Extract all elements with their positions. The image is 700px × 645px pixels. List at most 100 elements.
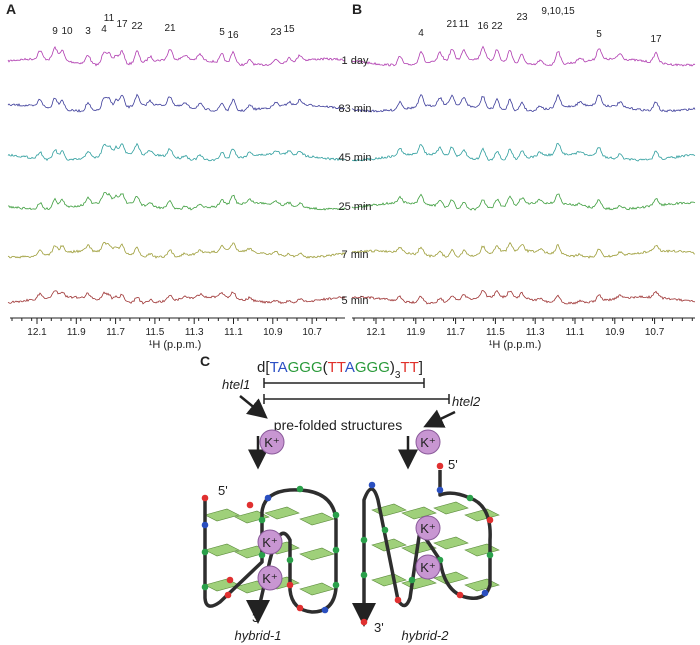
time-label: 1 day — [342, 55, 369, 67]
spectrum — [351, 93, 696, 113]
axis-label: ¹H (p.p.m.) — [489, 339, 542, 351]
g-quartet — [464, 578, 500, 592]
spectrum — [7, 45, 346, 67]
nucleotide — [224, 591, 232, 599]
nucleotide — [360, 618, 368, 626]
span-bars — [263, 378, 450, 404]
panel-label: C — [200, 353, 210, 369]
nucleotide — [201, 548, 209, 556]
nucleotide — [332, 511, 340, 519]
peak-label: 21 — [446, 19, 458, 30]
x-tick-label: 12.1 — [366, 327, 386, 338]
ion-label: K⁺ — [420, 435, 436, 450]
ion-label: K⁺ — [262, 535, 278, 550]
structures — [201, 462, 500, 627]
nucleotide — [332, 581, 340, 589]
spectrum — [351, 45, 696, 67]
sequence-part: ( — [323, 359, 328, 376]
nucleotide — [486, 551, 494, 559]
g-quartet — [401, 506, 437, 520]
sequence-part: ] — [419, 359, 423, 376]
three-prime: 3' — [252, 610, 262, 625]
ion — [415, 515, 441, 541]
peak-label: 4 — [418, 28, 424, 39]
spectrum — [351, 193, 696, 211]
g-quartet — [371, 503, 407, 517]
prefolded-label: pre-folded structures — [274, 417, 402, 433]
g-quartet — [299, 512, 335, 526]
x-tick-label: 11.9 — [406, 327, 425, 338]
nucleotide — [408, 576, 416, 584]
ion-label: K⁺ — [420, 521, 436, 536]
nucleotide — [436, 486, 444, 494]
ion-label: K⁺ — [262, 571, 278, 586]
g-quartet — [464, 543, 500, 557]
ion — [257, 529, 283, 555]
hybrid1-label: hybrid-1 — [235, 628, 282, 643]
x-tick-label: 11.3 — [526, 327, 545, 338]
five-prime: 5' — [218, 483, 228, 498]
spectrum — [7, 241, 346, 259]
g-quartet — [464, 508, 500, 522]
peak-label: 22 — [491, 21, 503, 32]
nucleotide — [321, 606, 329, 614]
spectrum — [7, 290, 346, 305]
x-tick-label: 10.9 — [605, 327, 625, 338]
nucleotide — [332, 546, 340, 554]
nucleotide — [286, 581, 294, 589]
nucleotide — [381, 526, 389, 534]
sequence-part: GGG — [288, 359, 323, 376]
g-quartet — [204, 543, 240, 557]
peak-label: 16 — [227, 30, 239, 41]
time-label: 5 min — [342, 295, 369, 307]
ion-label: K⁺ — [264, 435, 280, 450]
peak-label: 9,10,15 — [541, 6, 575, 17]
peak-label: 5 — [596, 29, 602, 40]
spectrum — [7, 142, 346, 162]
nucleotide — [246, 501, 254, 509]
g-quartet — [204, 508, 240, 522]
nucleotide — [436, 462, 444, 470]
nucleotide — [296, 485, 304, 493]
x-tick-label: 10.7 — [645, 327, 665, 338]
ion — [415, 429, 441, 455]
axis-label: ¹H (p.p.m.) — [149, 339, 202, 351]
sequence-part: d[ — [257, 359, 270, 376]
nucleotide — [201, 494, 209, 502]
peak-label: 17 — [650, 34, 662, 45]
sequence-part: ) — [390, 359, 395, 376]
x-tick-label: 10.7 — [302, 327, 322, 338]
x-tick-label: 11.1 — [566, 327, 585, 338]
sequence-part: TT — [328, 359, 346, 376]
nucleotide — [456, 591, 464, 599]
nucleotide — [201, 583, 209, 591]
nucleotide — [481, 589, 489, 597]
ion — [257, 565, 283, 591]
x-tick-label: 11.7 — [106, 327, 125, 338]
g-quartet — [433, 536, 469, 550]
three-prime: 3' — [374, 620, 384, 635]
spectrum — [7, 192, 346, 211]
nucleotide — [296, 604, 304, 612]
peak-label: 11 — [459, 19, 470, 30]
sequence: d[TAGGG(TTAGGG)3TT] — [257, 359, 423, 381]
spectrum — [351, 290, 696, 305]
peak-label: 5 — [219, 27, 225, 38]
peak-label: 4 — [101, 24, 107, 35]
spectrum — [352, 241, 696, 259]
nucleotide — [360, 536, 368, 544]
sequence-part: TT — [400, 359, 418, 376]
nucleotide — [394, 596, 402, 604]
x-tick-label: 12.1 — [27, 327, 47, 338]
peak-label: 10 — [61, 26, 73, 37]
ion — [259, 429, 285, 455]
x-tick-label: 10.9 — [263, 327, 283, 338]
x-tick-label: 11.7 — [446, 327, 465, 338]
five-prime: 5' — [448, 457, 458, 472]
peak-label: 3 — [85, 26, 91, 37]
g-quartet — [299, 547, 335, 561]
panel-label: B — [352, 1, 362, 17]
peak-label: 23 — [516, 12, 528, 23]
sequence-part: A — [345, 359, 355, 376]
htel2-label: htel2 — [452, 394, 481, 409]
